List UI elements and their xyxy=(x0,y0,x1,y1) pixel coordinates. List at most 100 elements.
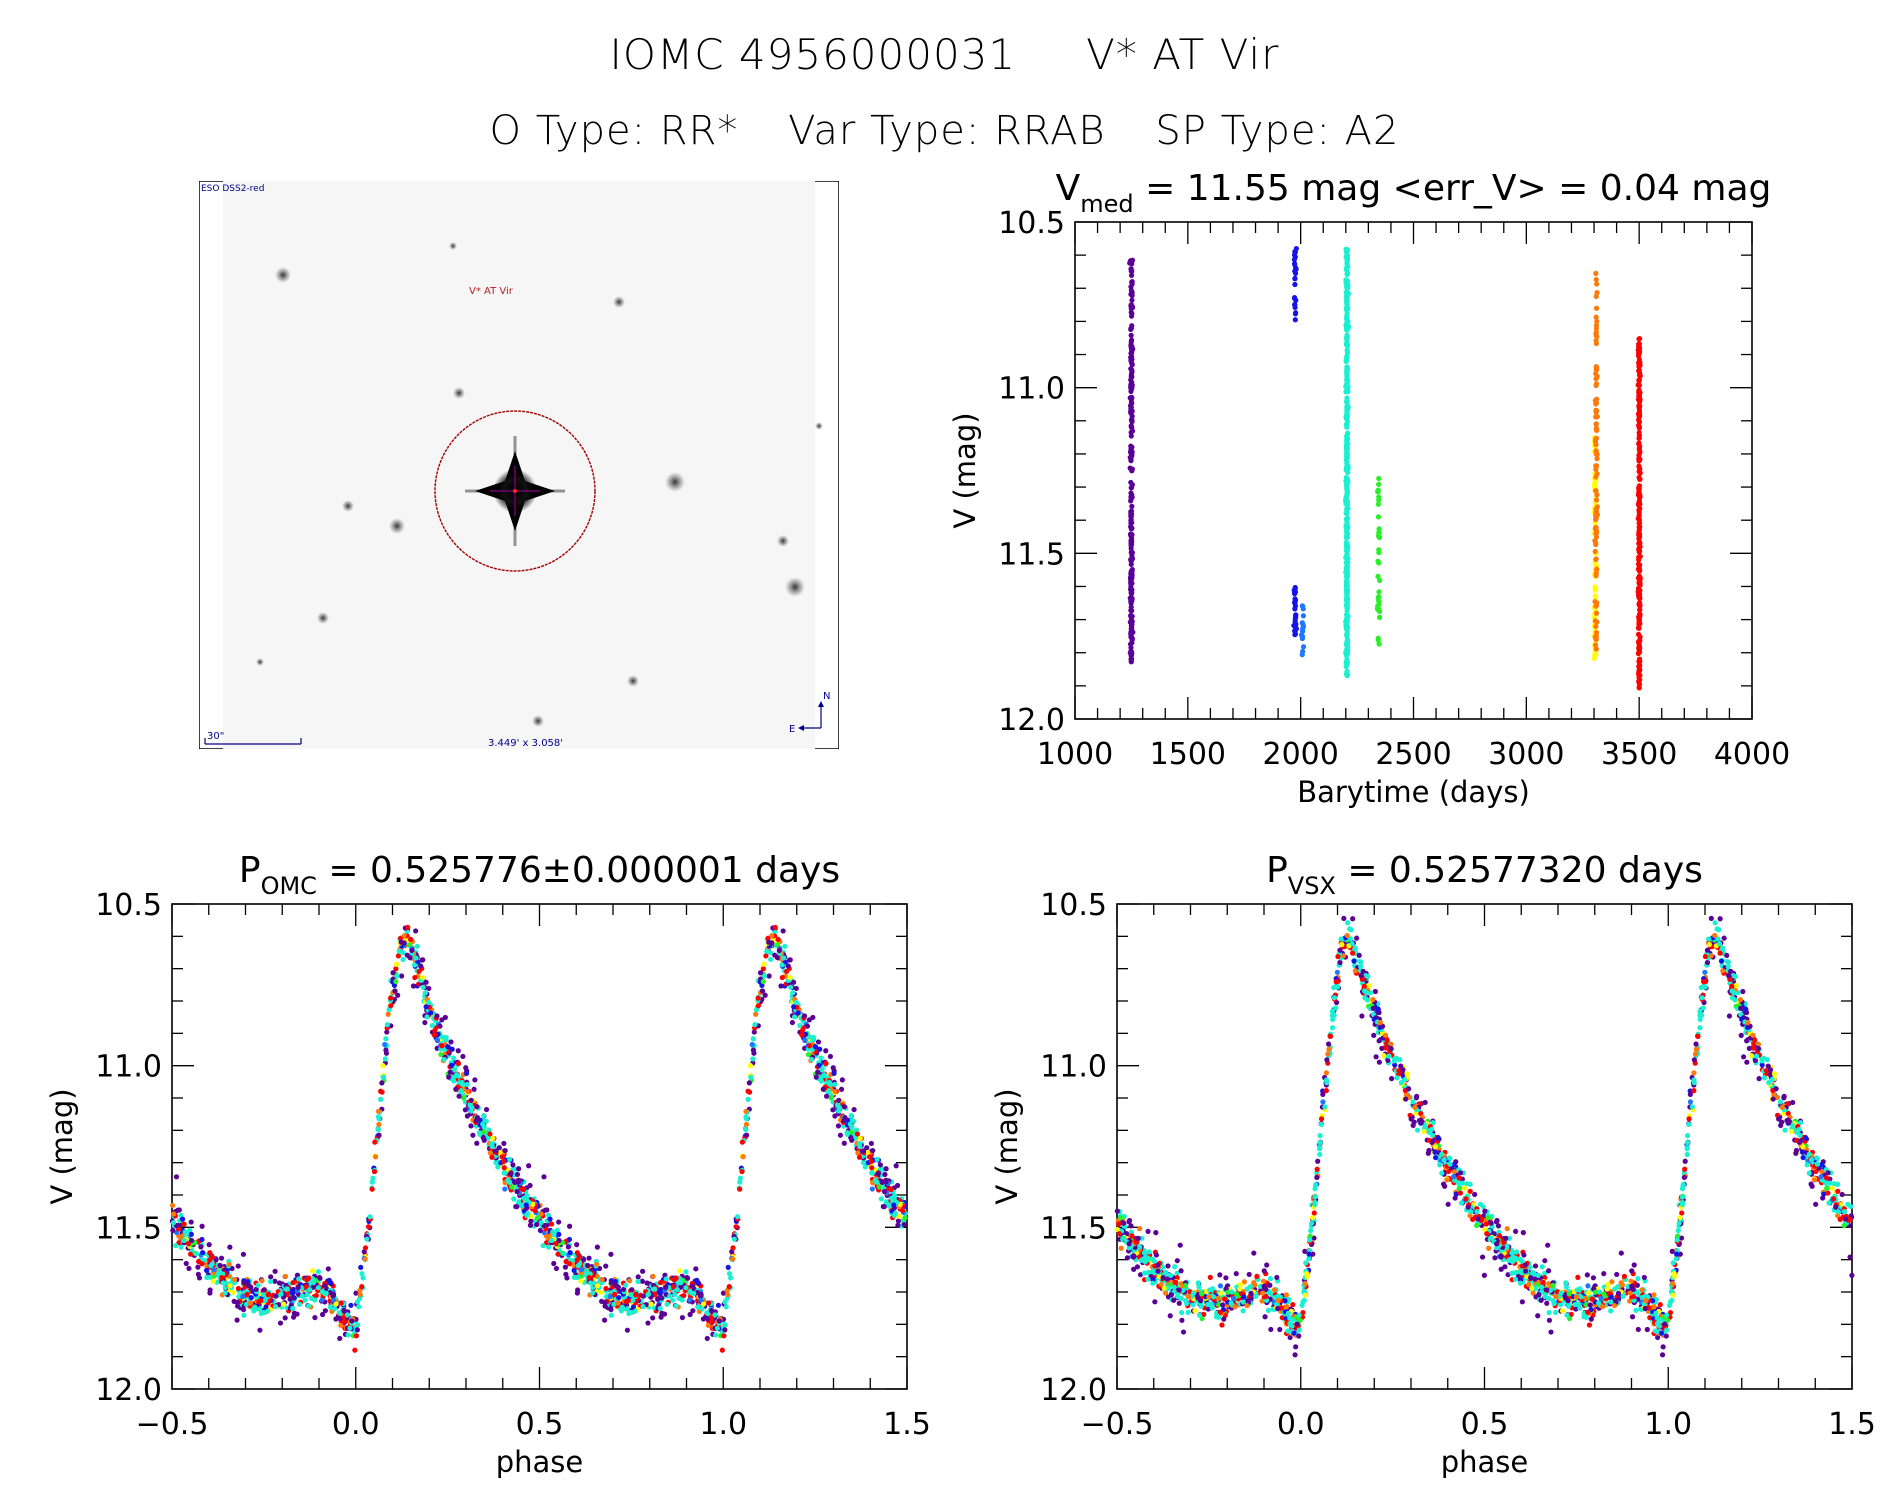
data-point xyxy=(802,1037,808,1043)
data-point xyxy=(624,1327,631,1333)
data-point xyxy=(395,953,402,959)
data-point xyxy=(332,1306,338,1312)
data-point xyxy=(574,1242,580,1248)
plot-frame xyxy=(1074,221,1753,720)
data-point xyxy=(426,985,432,992)
field-star xyxy=(613,296,625,308)
data-point xyxy=(841,1117,847,1124)
data-point xyxy=(1114,1208,1120,1214)
data-point xyxy=(705,1316,711,1322)
data-point xyxy=(443,1037,449,1043)
series-season-7 xyxy=(1592,270,1601,652)
data-point xyxy=(1128,394,1135,400)
data-point xyxy=(1344,458,1350,464)
data-point xyxy=(1592,436,1599,442)
data-point xyxy=(555,1251,561,1257)
data-point xyxy=(1162,1290,1169,1296)
data-point xyxy=(1681,1174,1687,1181)
data-point xyxy=(1675,1228,1681,1234)
data-point xyxy=(1546,1281,1552,1287)
data-point xyxy=(290,1280,296,1286)
data-point xyxy=(203,1267,210,1274)
data-point xyxy=(516,1166,522,1172)
data-point xyxy=(1394,1075,1400,1081)
data-point xyxy=(562,1264,569,1270)
data-point xyxy=(1592,642,1599,648)
data-point xyxy=(1345,639,1351,645)
data-point xyxy=(1414,1127,1421,1133)
data-point xyxy=(338,1300,344,1306)
data-point xyxy=(780,955,787,961)
data-point xyxy=(737,1175,744,1181)
data-point xyxy=(1303,1260,1309,1266)
data-point xyxy=(1129,640,1135,646)
data-point xyxy=(1495,1223,1502,1229)
data-point xyxy=(1771,1071,1778,1077)
data-point xyxy=(359,1284,365,1290)
data-point xyxy=(273,1293,279,1299)
data-point xyxy=(804,1023,811,1029)
data-point xyxy=(247,1300,254,1306)
data-point xyxy=(1482,1226,1488,1233)
data-point xyxy=(1752,1057,1758,1063)
data-point xyxy=(823,1060,829,1067)
data-point xyxy=(1636,377,1642,383)
data-point xyxy=(1129,493,1135,499)
data-point xyxy=(303,1284,309,1290)
data-point xyxy=(434,1037,441,1043)
data-point xyxy=(603,1263,609,1269)
data-point xyxy=(626,1278,633,1284)
data-point xyxy=(516,1199,522,1205)
data-point xyxy=(1344,568,1350,574)
data-point xyxy=(1820,1195,1826,1201)
data-point xyxy=(545,1244,552,1250)
data-point xyxy=(282,1273,289,1279)
data-point xyxy=(687,1311,693,1318)
data-point xyxy=(227,1244,233,1250)
data-point xyxy=(511,1196,517,1202)
data-point xyxy=(495,1164,501,1170)
data-point xyxy=(799,1027,806,1034)
data-point xyxy=(344,1312,351,1318)
data-point xyxy=(1636,336,1642,342)
data-point xyxy=(595,1283,601,1289)
data-point xyxy=(1293,1344,1299,1350)
data-point xyxy=(248,1295,254,1301)
data-point xyxy=(235,1285,242,1292)
data-point xyxy=(739,1139,745,1145)
data-point xyxy=(534,1221,540,1228)
data-point xyxy=(509,1184,515,1190)
compass-icon: N E xyxy=(789,691,830,735)
data-point xyxy=(578,1278,584,1284)
data-point xyxy=(1344,614,1350,620)
data-point xyxy=(1128,613,1134,619)
data-point xyxy=(206,1242,212,1248)
data-point xyxy=(505,1177,511,1183)
data-point xyxy=(325,1266,331,1272)
data-point xyxy=(1128,509,1134,515)
data-point xyxy=(673,1275,679,1281)
data-point xyxy=(243,1301,249,1307)
data-point xyxy=(1376,481,1382,487)
data-point xyxy=(1344,416,1350,422)
data-point xyxy=(1326,1046,1332,1052)
data-point xyxy=(612,1291,618,1298)
data-point xyxy=(450,1074,457,1080)
data-point xyxy=(502,1186,508,1192)
data-point xyxy=(827,1053,834,1060)
data-point xyxy=(1636,429,1642,436)
data-point xyxy=(1594,318,1600,324)
data-point xyxy=(799,1032,805,1038)
data-point xyxy=(556,1219,562,1225)
data-point xyxy=(553,1265,560,1272)
data-point xyxy=(1506,1235,1513,1241)
data-point xyxy=(709,1318,715,1324)
data-point xyxy=(1618,1250,1624,1256)
data-point xyxy=(1217,1283,1224,1289)
data-point xyxy=(428,1010,434,1016)
data-point xyxy=(260,1309,267,1316)
data-point xyxy=(526,1163,532,1169)
data-point xyxy=(1320,1099,1326,1105)
field-star xyxy=(532,715,544,727)
